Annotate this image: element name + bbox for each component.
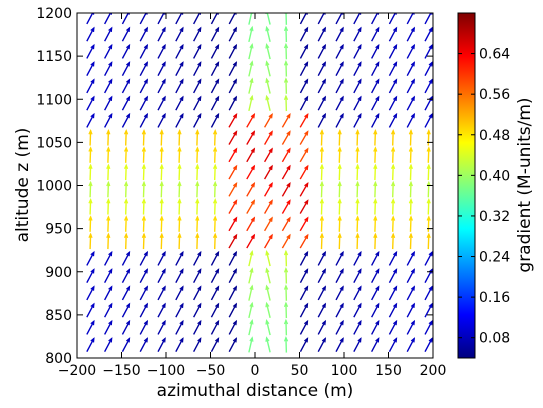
- x-tick-label: 50: [291, 363, 309, 379]
- x-tick-label: 200: [420, 363, 447, 379]
- colorbar-tick-label: 0.40: [479, 168, 510, 184]
- x-tick-label: −150: [102, 363, 140, 379]
- x-tick-label: −100: [147, 363, 185, 379]
- y-tick-label: 1000: [36, 179, 72, 195]
- y-tick-label: 1050: [36, 135, 72, 151]
- x-tick-label: 0: [251, 363, 260, 379]
- x-tick-label: 150: [375, 363, 402, 379]
- y-tick-label: 900: [45, 265, 72, 281]
- plot-area: [77, 13, 433, 358]
- x-axis-label: azimuthal distance (m): [157, 381, 354, 401]
- colorbar-tick-label: 0.24: [479, 250, 510, 266]
- colorbar: [458, 13, 475, 358]
- colorbar-tick-label: 0.08: [479, 331, 510, 347]
- colorbar-label: gradient (M-units/m): [515, 97, 535, 272]
- x-tick-label: 100: [331, 363, 358, 379]
- y-tick-label: 1150: [36, 49, 72, 65]
- colorbar-tick-label: 0.56: [479, 87, 510, 103]
- y-tick-label: 800: [45, 351, 72, 367]
- x-tick-label: −50: [196, 363, 226, 379]
- colorbar-tick-label: 0.64: [479, 47, 510, 63]
- colorbar-tick-label: 0.48: [479, 128, 510, 144]
- colorbar-tick-label: 0.32: [479, 209, 510, 225]
- y-tick-label: 1200: [36, 6, 72, 22]
- y-tick-label: 1100: [36, 92, 72, 108]
- colorbar-tick-label: 0.16: [479, 290, 510, 306]
- y-tick-label: 850: [45, 308, 72, 324]
- y-axis-label: altitude z (m): [13, 128, 33, 243]
- y-tick-label: 950: [45, 222, 72, 238]
